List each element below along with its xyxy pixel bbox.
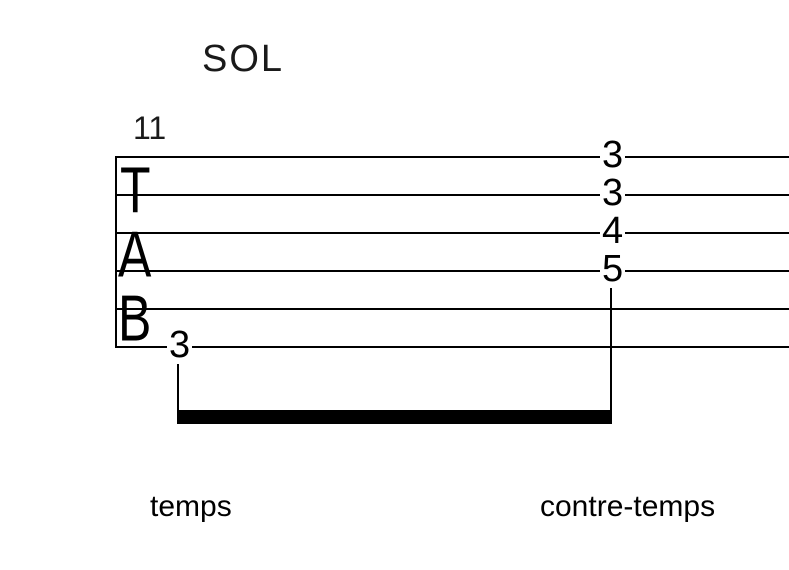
fret-beat2-s2: 3 (600, 174, 625, 212)
tab-string-3 (115, 232, 789, 234)
beam (177, 410, 612, 424)
fret-beat2-s3: 4 (600, 212, 625, 250)
tab-staff: T A B 3 3 3 4 5 (0, 0, 789, 570)
fret-beat2-s1: 3 (600, 136, 625, 174)
fret-beat2-s4: 5 (600, 250, 625, 288)
tab-barline-left (115, 156, 117, 348)
tab-string-5 (115, 308, 789, 310)
fret-beat1-s6: 3 (167, 326, 192, 364)
tab-string-2 (115, 194, 789, 196)
tab-clef-t: T (120, 158, 151, 223)
tab-string-6 (115, 346, 789, 348)
tab-string-1 (115, 156, 789, 158)
label-contretemps: contre-temps (540, 490, 715, 524)
tab-clef-b: B (118, 286, 151, 351)
tab-string-4 (115, 270, 789, 272)
stem-beat2 (610, 288, 612, 422)
tab-clef-a: A (118, 222, 151, 287)
label-temps: temps (150, 490, 232, 524)
